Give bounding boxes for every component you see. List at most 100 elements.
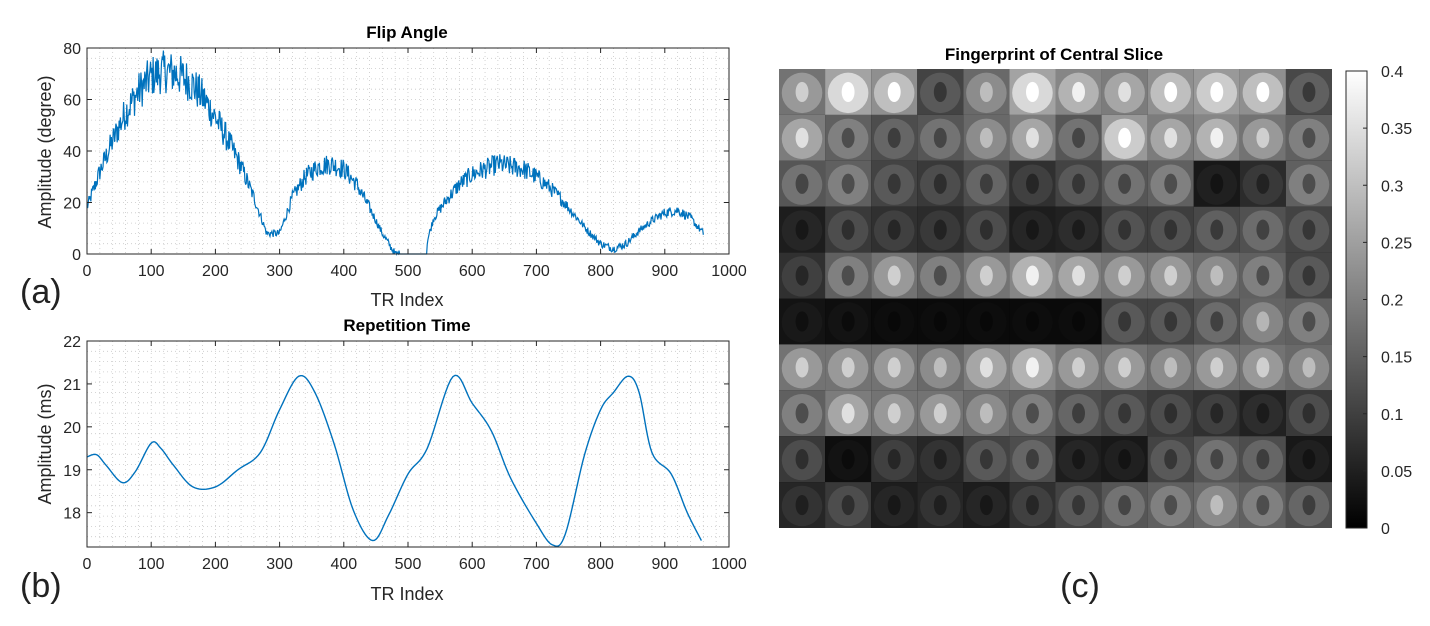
fingerprint-tile xyxy=(1101,69,1148,115)
fingerprint-tile xyxy=(1009,298,1056,345)
tile-structure xyxy=(841,494,855,516)
x-tick-label: 1000 xyxy=(711,556,747,573)
fingerprint-tile xyxy=(1239,390,1286,437)
tile-structure xyxy=(933,357,947,378)
x-tick-label: 0 xyxy=(83,263,92,280)
x-tick-label: 1000 xyxy=(711,263,747,280)
colorbar-tick-label: 0.15 xyxy=(1381,350,1412,367)
tile-structure xyxy=(1302,494,1316,516)
tile-structure xyxy=(841,127,855,148)
fingerprint-tile xyxy=(1285,390,1332,437)
tile-structure xyxy=(1256,81,1270,103)
fingerprint-tile xyxy=(871,206,918,253)
tile-structure xyxy=(1210,357,1224,378)
fingerprint-tile xyxy=(1193,436,1240,483)
y-axis-label: Amplitude (degree) xyxy=(35,75,55,228)
plot-area xyxy=(87,341,729,547)
colorbar-tick-label: 0 xyxy=(1381,521,1390,538)
tile-structure xyxy=(1072,81,1085,103)
fingerprint-tile xyxy=(1009,160,1056,207)
chart-title: Repetition Time xyxy=(343,316,470,335)
fingerprint-tile xyxy=(779,160,826,207)
tile-structure xyxy=(841,311,855,332)
tile-structure xyxy=(795,265,809,286)
fingerprint-tile xyxy=(917,436,964,483)
tile-structure xyxy=(1118,403,1132,424)
tile-structure xyxy=(795,127,809,148)
fingerprint-tile xyxy=(917,160,964,207)
y-tick-label: 0 xyxy=(72,247,81,264)
tile-structure xyxy=(979,127,993,148)
x-tick-label: 200 xyxy=(202,263,229,280)
tile-structure xyxy=(1118,265,1132,286)
fingerprint-tile xyxy=(1239,160,1286,207)
fingerprint-tile xyxy=(825,390,872,437)
colorbar-tick-label: 0.1 xyxy=(1381,407,1403,424)
fingerprint-tile xyxy=(1239,114,1286,161)
fingerprint-tile xyxy=(1101,206,1148,253)
tile-structure xyxy=(1072,311,1085,332)
fingerprint-tile xyxy=(1101,114,1148,161)
tile-structure xyxy=(1210,265,1224,286)
tile-structure xyxy=(1256,403,1270,424)
tile-structure xyxy=(795,219,809,240)
tile-structure xyxy=(887,494,901,516)
fingerprint-tile xyxy=(963,482,1010,528)
fingerprint-tile xyxy=(779,482,826,528)
colorbar-tick-label: 0.4 xyxy=(1381,64,1403,81)
fingerprint-tile xyxy=(1285,298,1332,345)
tile-structure xyxy=(1302,449,1316,470)
tile-structure xyxy=(1026,494,1039,516)
x-tick-label: 900 xyxy=(651,263,678,280)
tile-structure xyxy=(795,449,809,470)
flip-angle-chart: Flip Angle TR Index Amplitude (degree) (… xyxy=(20,23,747,311)
fingerprint-tile xyxy=(1193,482,1240,528)
tile-structure xyxy=(1164,81,1178,103)
fingerprint-tile xyxy=(1055,160,1102,207)
tile-structure xyxy=(887,173,901,194)
tile-structure xyxy=(933,403,947,424)
tile-structure xyxy=(1256,219,1270,240)
y-tick-label: 20 xyxy=(63,196,81,213)
fingerprint-tile xyxy=(917,298,964,345)
tile-structure xyxy=(933,311,947,332)
fingerprint-tile xyxy=(1147,160,1194,207)
repetition-time-chart: Repetition Time TR Index Amplitude (ms) … xyxy=(20,316,747,605)
fingerprint-tile xyxy=(1239,206,1286,253)
tile-structure xyxy=(1164,494,1178,516)
fingerprint-tile xyxy=(917,252,964,299)
y-tick-label: 19 xyxy=(63,463,81,480)
tile-structure xyxy=(841,357,855,378)
tile-structure xyxy=(1210,403,1224,424)
fingerprint-tile xyxy=(1055,114,1102,161)
fingerprint-tile xyxy=(1193,69,1240,115)
fingerprint-tile xyxy=(917,114,964,161)
fingerprint-tile xyxy=(917,206,964,253)
fingerprint-tile xyxy=(1285,482,1332,528)
colorbar-tick-label: 0.3 xyxy=(1381,178,1403,195)
fingerprint-tile xyxy=(963,252,1010,299)
fingerprint-tile xyxy=(779,69,826,115)
tile-structure xyxy=(841,265,855,286)
x-tick-label: 900 xyxy=(651,556,678,573)
fingerprint-tile xyxy=(1055,298,1102,345)
fingerprint-tile xyxy=(1101,482,1148,528)
tile-structure xyxy=(795,311,809,332)
fingerprint-tile xyxy=(1239,298,1286,345)
x-tick-label: 0 xyxy=(83,556,92,573)
tile-structure xyxy=(1164,311,1178,332)
fingerprint-tile xyxy=(917,69,964,115)
y-tick-label: 21 xyxy=(63,377,81,394)
fingerprint-tile xyxy=(1239,482,1286,528)
tile-structure xyxy=(979,265,993,286)
x-tick-label: 700 xyxy=(523,263,550,280)
tile-structure xyxy=(1210,311,1224,332)
series-line xyxy=(86,374,703,547)
tile-structure xyxy=(1164,173,1178,194)
x-tick-label: 500 xyxy=(395,263,422,280)
fingerprint-tile xyxy=(1147,69,1194,115)
fingerprint-tile xyxy=(1147,114,1194,161)
tile-structure xyxy=(1118,127,1132,148)
colorbar-tick-label: 0.35 xyxy=(1381,121,1412,138)
fingerprint-tile xyxy=(779,114,826,161)
